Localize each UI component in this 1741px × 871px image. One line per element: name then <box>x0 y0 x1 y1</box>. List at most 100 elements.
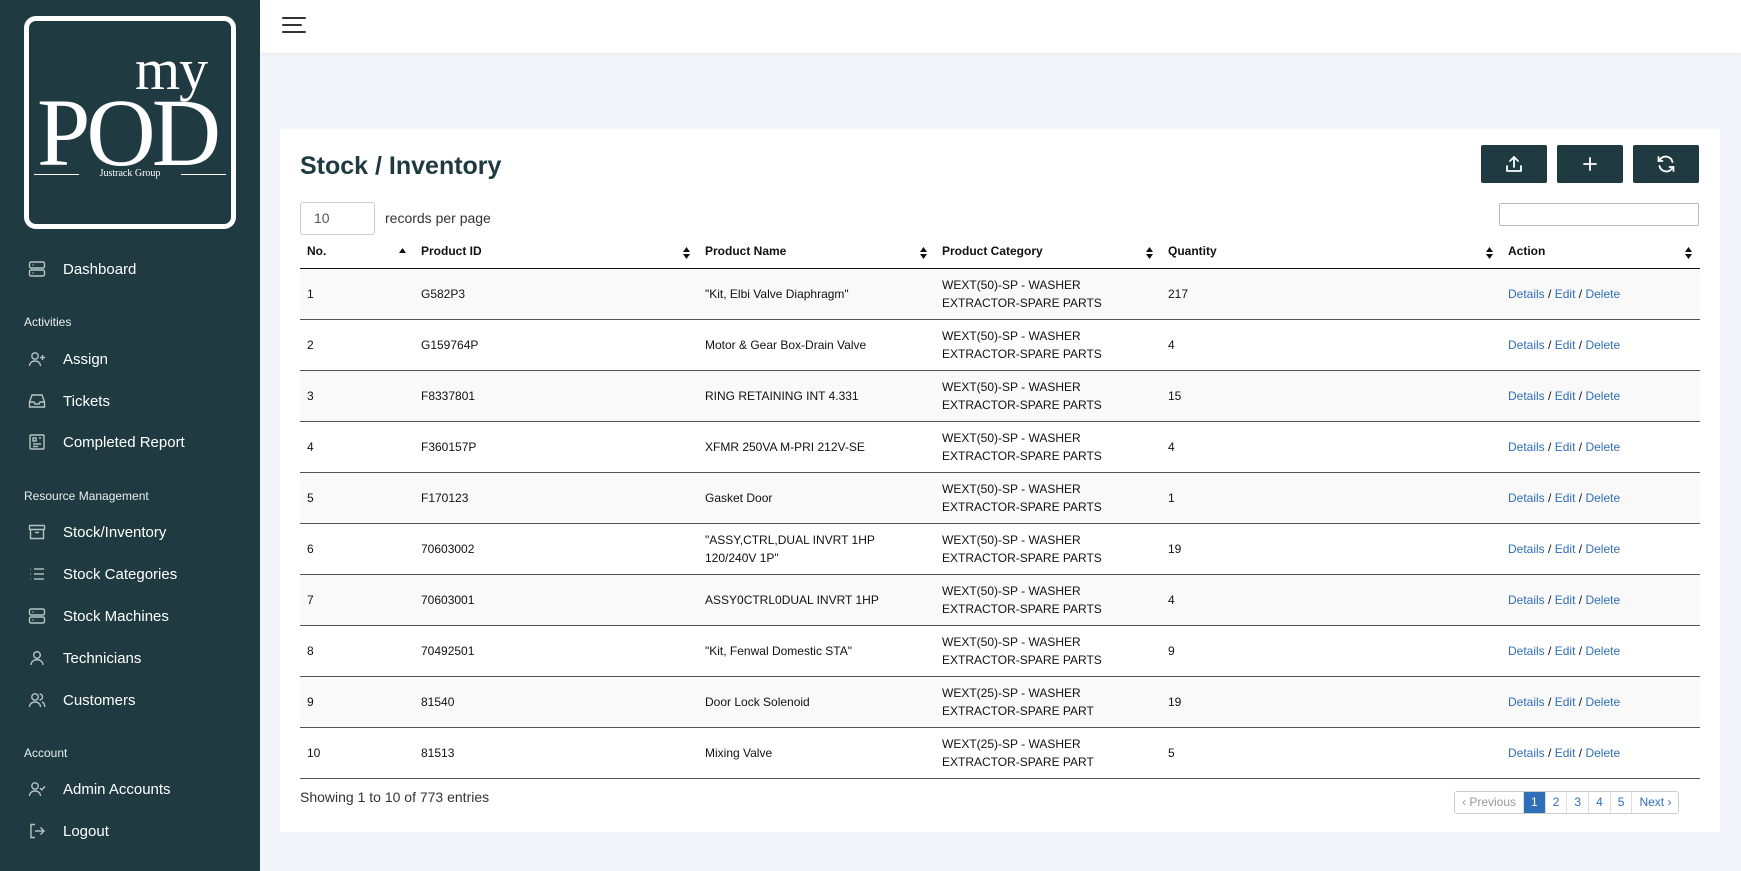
edit-link[interactable]: Edit <box>1554 388 1576 403</box>
cell-no: 1 <box>300 268 414 320</box>
cell-product-category: WEXT(50)-SP - WASHER EXTRACTOR-SPARE PART… <box>935 523 1161 575</box>
column-header-no[interactable]: No. <box>300 234 414 269</box>
sidebar-item-admin-accounts[interactable]: Admin Accounts <box>28 777 171 801</box>
category-line1: WEXT(50)-SP - WASHER <box>942 634 1081 649</box>
pagination-next-button[interactable]: Next › <box>1631 792 1679 813</box>
action-separator: / <box>1548 490 1552 505</box>
refresh-button[interactable] <box>1633 145 1699 183</box>
column-header-product-id[interactable]: Product ID <box>414 234 698 269</box>
pagination-previous-button[interactable]: ‹ Previous <box>1455 792 1524 813</box>
quantity-value: 217 <box>1168 286 1189 301</box>
records-per-page-input[interactable]: 10 <box>300 202 375 235</box>
details-link[interactable]: Details <box>1508 592 1545 607</box>
table-row: 8 70492501 "Kit, Fenwal Domestic STA" WEXT(… <box>300 625 1700 677</box>
column-header-product-name[interactable]: Product Name <box>698 234 935 269</box>
cell-product-id: F170123 <box>414 472 698 524</box>
details-link[interactable]: Details <box>1508 439 1545 454</box>
menu-toggle-icon[interactable] <box>282 15 308 37</box>
cell-action: Details / Edit / Delete <box>1501 268 1700 320</box>
action-separator: / <box>1578 439 1583 454</box>
quantity-value: 1 <box>1168 490 1175 505</box>
category-line1: WEXT(50)-SP - WASHER <box>942 277 1081 292</box>
edit-link[interactable]: Edit <box>1554 592 1576 607</box>
cell-product-id: 70603001 <box>414 574 698 626</box>
cell-product-name: "ASSY,CTRL,DUAL INVRT 1HP 120/240V 1P" <box>698 523 935 575</box>
pagination-page-4[interactable]: 4 <box>1588 792 1610 813</box>
edit-link[interactable]: Edit <box>1554 694 1576 709</box>
sidebar-item-tickets[interactable]: Tickets <box>28 389 110 413</box>
column-header-quantity[interactable]: Quantity <box>1161 234 1501 269</box>
mypod-logo[interactable]: my POD Justrack Group <box>24 16 236 229</box>
delete-link[interactable]: Delete <box>1585 694 1621 709</box>
details-link[interactable]: Details <box>1508 388 1545 403</box>
sidebar-item-label: Stock Categories <box>63 565 178 583</box>
pagination-page-1[interactable]: 1 <box>1523 792 1545 813</box>
edit-link[interactable]: Edit <box>1554 745 1576 760</box>
table-row: 9 81540 Door Lock Solenoid WEXT(25)-SP - WA… <box>300 676 1700 728</box>
cell-product-category: WEXT(50)-SP - WASHER EXTRACTOR-SPARE PART… <box>935 574 1161 626</box>
details-link[interactable]: Details <box>1508 541 1545 556</box>
product-name-text: Mixing Valve <box>705 745 773 760</box>
delete-link[interactable]: Delete <box>1585 592 1621 607</box>
product-id: F360157P <box>421 439 477 454</box>
cell-action: Details / Edit / Delete <box>1501 523 1700 575</box>
sidebar-item-customers[interactable]: Customers <box>28 688 136 712</box>
header-label: Action <box>1508 243 1546 258</box>
sidebar-item-completed-report[interactable]: Completed Report <box>28 430 185 454</box>
cell-no: 6 <box>300 523 414 575</box>
details-link[interactable]: Details <box>1508 745 1545 760</box>
pagination-page-2[interactable]: 2 <box>1544 792 1567 813</box>
edit-link[interactable]: Edit <box>1554 286 1576 301</box>
sidebar-item-assign[interactable]: Assign <box>28 347 108 371</box>
pagination-page-5[interactable]: 5 <box>1609 792 1632 813</box>
delete-link[interactable]: Delete <box>1585 286 1621 301</box>
cell-action: Details / Edit / Delete <box>1501 472 1700 524</box>
pagination-page-3[interactable]: 3 <box>1566 792 1589 813</box>
cell-product-category: WEXT(50)-SP - WASHER EXTRACTOR-SPARE PART… <box>935 370 1161 422</box>
details-link[interactable]: Details <box>1508 337 1545 352</box>
upload-button[interactable] <box>1481 145 1547 183</box>
delete-link[interactable]: Delete <box>1585 439 1621 454</box>
product-name-text: Motor & Gear Box-Drain Valve <box>705 337 867 352</box>
cell-product-category: WEXT(25)-SP - WASHER EXTRACTOR-SPARE PART <box>935 676 1161 728</box>
table-row: 3 F8337801 RING RETAINING INT 4.331 WEXT(50… <box>300 370 1700 422</box>
cell-quantity: 9 <box>1161 625 1501 677</box>
details-link[interactable]: Details <box>1508 643 1545 658</box>
sidebar-item-dashboard[interactable]: Dashboard <box>28 257 136 281</box>
delete-link[interactable]: Delete <box>1585 337 1621 352</box>
details-link[interactable]: Details <box>1508 490 1545 505</box>
cell-action: Details / Edit / Delete <box>1501 727 1700 779</box>
delete-link[interactable]: Delete <box>1585 541 1621 556</box>
details-link[interactable]: Details <box>1508 286 1545 301</box>
sidebar-item-stock-inventory[interactable]: Stock/Inventory <box>28 520 166 544</box>
delete-link[interactable]: Delete <box>1585 490 1621 505</box>
column-header-product-category[interactable]: Product Category <box>935 234 1161 269</box>
edit-link[interactable]: Edit <box>1554 541 1576 556</box>
edit-link[interactable]: Edit <box>1554 337 1576 352</box>
delete-link[interactable]: Delete <box>1585 643 1621 658</box>
section-heading-account: Account <box>24 746 68 760</box>
header-label: Product Category <box>942 243 1043 258</box>
edit-link[interactable]: Edit <box>1554 490 1576 505</box>
sidebar-item-stock-machines[interactable]: Stock Machines <box>28 604 169 628</box>
column-header-action[interactable]: Action <box>1501 234 1700 269</box>
sidebar-item-logout[interactable]: Logout <box>28 819 109 843</box>
sidebar-item-stock-categories[interactable]: Stock Categories <box>28 562 177 586</box>
cell-no: 8 <box>300 625 414 677</box>
edit-link[interactable]: Edit <box>1554 439 1576 454</box>
cell-product-name: Door Lock Solenoid <box>698 676 935 728</box>
delete-link[interactable]: Delete <box>1585 388 1621 403</box>
quantity-value: 9 <box>1168 643 1175 658</box>
category-line1: WEXT(25)-SP - WASHER <box>942 685 1081 700</box>
sidebar-item-technicians[interactable]: Technicians <box>28 646 141 670</box>
logo-pod-text: POD <box>37 79 221 186</box>
delete-link[interactable]: Delete <box>1585 745 1621 760</box>
details-link[interactable]: Details <box>1508 694 1545 709</box>
cell-quantity: 217 <box>1161 268 1501 320</box>
search-input[interactable] <box>1499 203 1699 226</box>
add-button[interactable] <box>1557 145 1623 183</box>
product-id: F170123 <box>421 490 469 505</box>
edit-link[interactable]: Edit <box>1554 643 1576 658</box>
table-row: 10 81513 Mixing Valve WEXT(25)-SP - WASHER E… <box>300 727 1700 779</box>
logo-my-text: my <box>135 37 208 102</box>
